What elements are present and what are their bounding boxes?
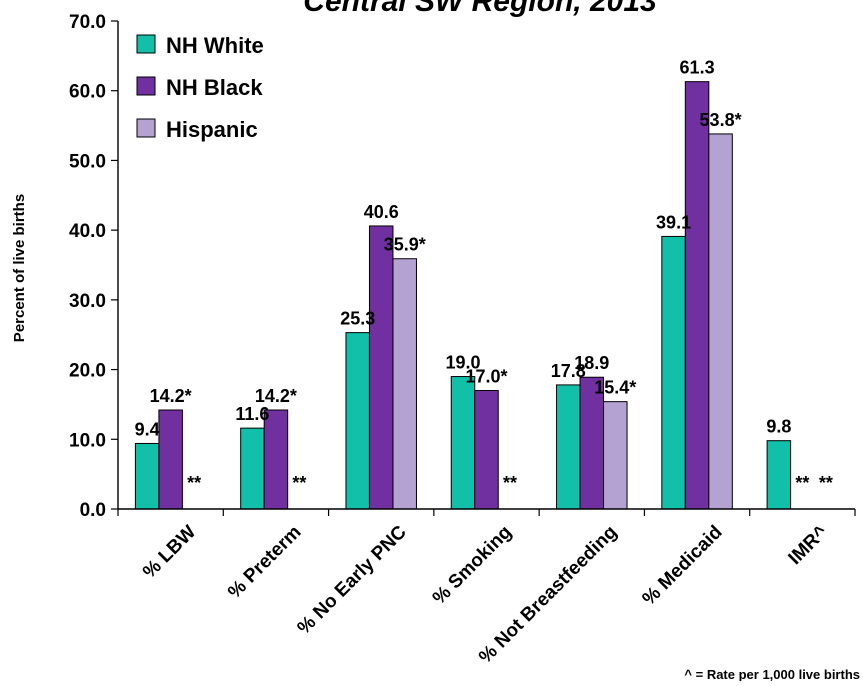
bar-1-3 [345, 332, 370, 510]
legend-label: Hispanic [166, 117, 258, 142]
bar-1-7 [766, 440, 792, 510]
bar-3-5 [603, 401, 628, 510]
bar-2-1 [158, 409, 183, 510]
data-label: 35.9* [384, 235, 426, 255]
data-label: 53.8* [700, 110, 742, 130]
bar-2-3 [368, 225, 394, 510]
y-tick-label: 40.0 [69, 221, 106, 242]
bar-1-4 [450, 376, 476, 510]
x-tick-label: % LBW [139, 522, 200, 583]
data-label: 25.3 [340, 309, 375, 329]
missing-data-label: ** [795, 473, 809, 493]
bar-3-3 [392, 258, 417, 510]
bar-2-6 [684, 81, 710, 510]
x-tick-label: % Smoking [429, 522, 516, 609]
y-axis-label: Percent of live births [11, 194, 28, 342]
y-tick-label: 70.0 [69, 12, 106, 33]
data-label: 18.9 [574, 353, 609, 373]
y-tick-label: 0.0 [80, 500, 106, 521]
data-label: 9.4 [135, 419, 160, 439]
data-label: 14.2* [150, 386, 192, 406]
data-label: 40.6 [364, 202, 399, 222]
bar-1-5 [556, 384, 581, 510]
x-tick-label: % Preterm [224, 522, 305, 603]
data-label: 11.6 [235, 404, 269, 424]
y-tick-label: 50.0 [69, 151, 106, 172]
x-tick-label: % Medicaid [639, 522, 727, 610]
missing-data-label: ** [187, 473, 201, 493]
footnote: ^ = Rate per 1,000 live births [684, 667, 860, 681]
legend: NH White NH Black Hispanic [136, 33, 264, 142]
bar-3-6 [708, 133, 733, 510]
missing-data-label: ** [503, 473, 517, 493]
x-tick-label: % No Early PNC [294, 521, 411, 638]
data-label: 61.3 [680, 58, 715, 78]
bars [134, 81, 792, 510]
legend-label: NH Black [166, 75, 263, 100]
data-label: 15.4* [594, 378, 636, 398]
legend-swatch-1 [136, 34, 156, 54]
data-labels: 9.4 11.6 25.3 19.0 17.8 39.1 9.8 14.2* 14.2* 40.6… [135, 58, 833, 493]
data-label: 17.8 [551, 361, 586, 381]
bar-1-2 [240, 427, 265, 510]
y-tick-label: 30.0 [69, 291, 106, 312]
data-label: 14.2* [255, 386, 297, 406]
legend-label: NH White [166, 33, 264, 58]
bar-1-6 [661, 235, 686, 510]
x-tick-label: IMR^ [785, 522, 832, 569]
legend-swatch-2 [136, 76, 156, 96]
y-axis-ticks: 0.0 10.0 20.0 30.0 40.0 50.0 60.0 70.0 [69, 12, 118, 521]
y-tick-label: 10.0 [69, 430, 106, 451]
data-label: 39.1 [656, 212, 691, 232]
y-tick-label: 60.0 [69, 82, 106, 103]
missing-data-label: ** [292, 473, 306, 493]
missing-data-label: ** [819, 473, 833, 493]
x-axis-ticks: % LBW% Preterm% No Early PNC% Smoking% N… [117, 509, 856, 668]
bar-2-4 [474, 389, 499, 510]
bar-1-1 [134, 442, 160, 510]
legend-swatch-3 [136, 118, 156, 138]
y-tick-label: 20.0 [69, 361, 106, 382]
chart-title: Central SW Region, 2013 [303, 0, 657, 18]
bar-2-2 [263, 409, 289, 510]
data-label: 9.8 [766, 417, 791, 437]
data-label: 19.0 [445, 353, 480, 373]
data-label: 17.0* [465, 366, 507, 386]
